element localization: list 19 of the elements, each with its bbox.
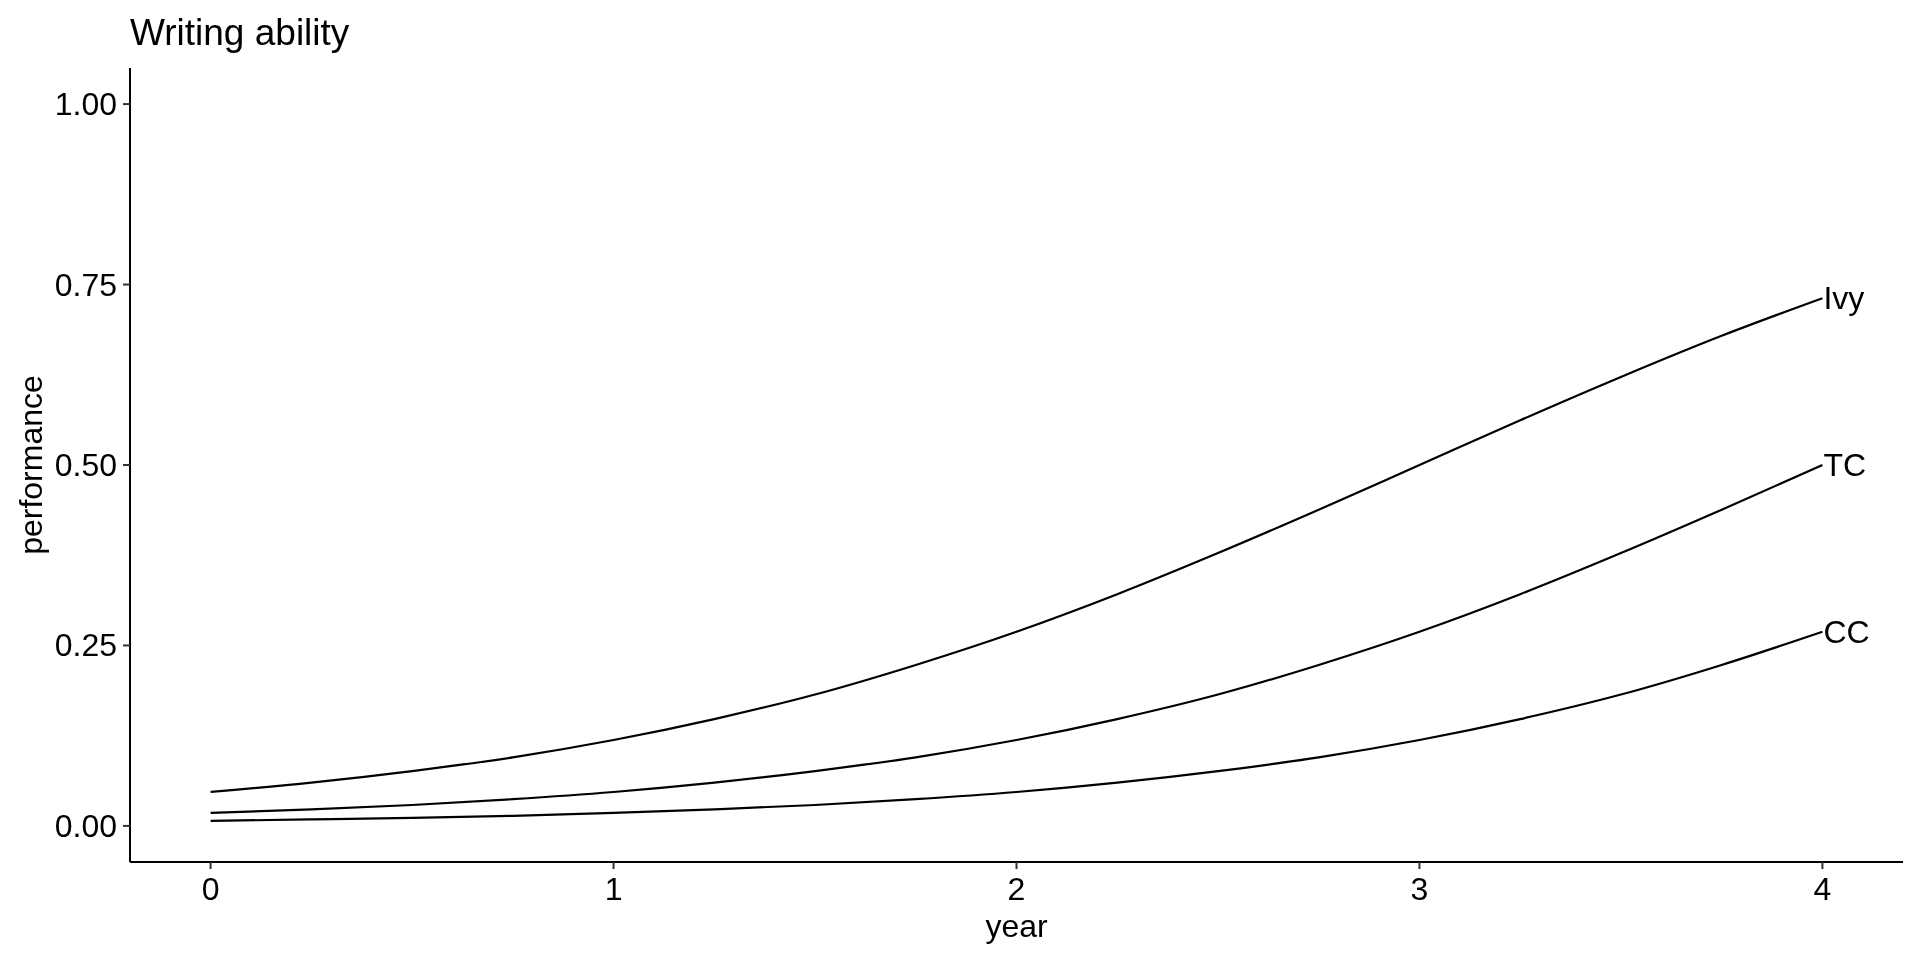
x-tick-label: 2: [1007, 871, 1026, 907]
x-tick-label: 0: [201, 871, 220, 907]
line-series: [209, 297, 1824, 794]
chart-title: Writing ability: [130, 12, 350, 53]
y-axis-title: performance: [13, 375, 49, 555]
x-tick-label: 3: [1410, 871, 1429, 907]
series-label: CC: [1823, 613, 1870, 650]
y-tick-label: 1.00: [54, 86, 117, 123]
series-label: TC: [1823, 447, 1867, 483]
line-series: [209, 463, 1824, 815]
line-series: [209, 630, 1824, 822]
y-tick-label: 0.50: [54, 447, 117, 483]
y-tick-label: 0.00: [54, 807, 117, 844]
y-tick-label: 0.75: [54, 266, 117, 303]
y-tick-label: 0.25: [54, 627, 117, 664]
x-tick-label: 4: [1813, 871, 1832, 907]
x-tick-label: 1: [604, 871, 623, 907]
series-label: Ivy: [1823, 280, 1865, 317]
x-axis-title: year: [985, 908, 1048, 944]
